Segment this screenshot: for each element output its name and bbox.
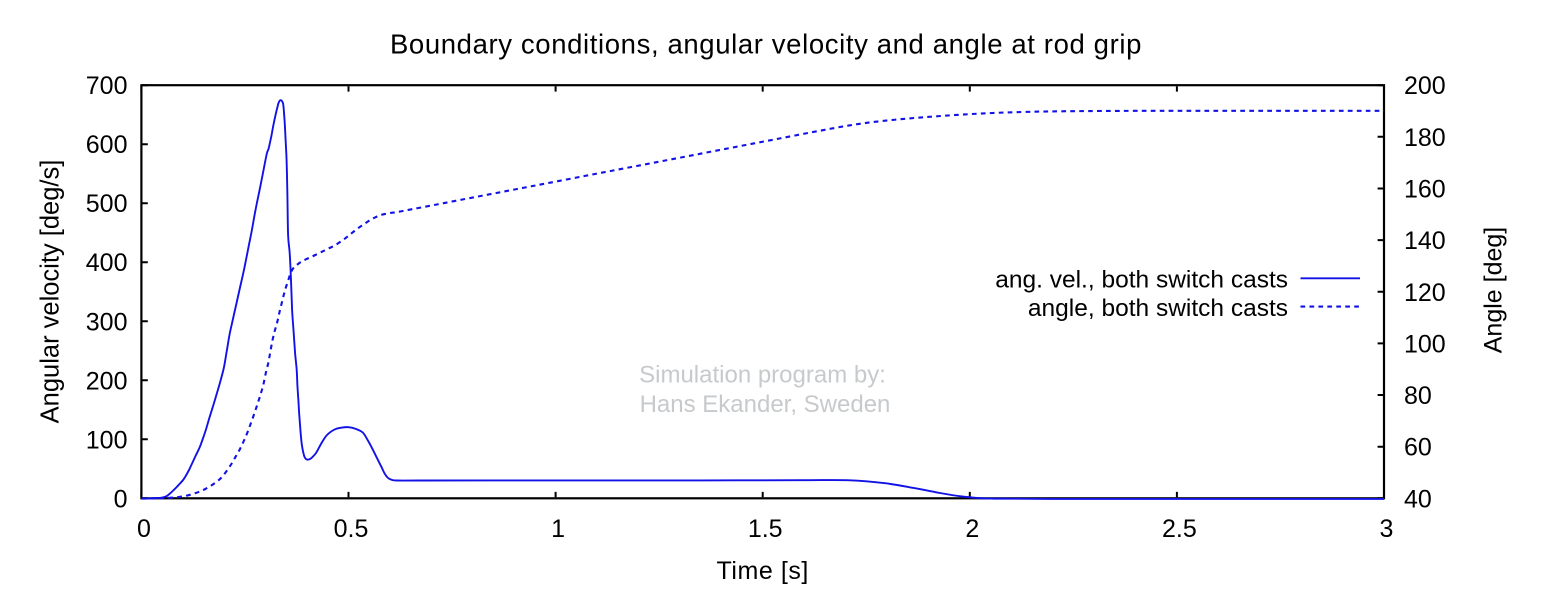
svg-text:1.5: 1.5 — [748, 515, 783, 543]
svg-text:2.5: 2.5 — [1162, 515, 1197, 543]
svg-text:angle, both switch casts: angle, both switch casts — [1028, 295, 1288, 322]
svg-text:300: 300 — [86, 308, 128, 336]
svg-text:Hans Ekander, Sweden: Hans Ekander, Sweden — [640, 391, 891, 418]
svg-text:0.5: 0.5 — [334, 515, 369, 543]
svg-text:3: 3 — [1380, 515, 1394, 543]
svg-text:Angular velocity [deg/s]: Angular velocity [deg/s] — [37, 160, 65, 424]
svg-text:180: 180 — [1404, 124, 1446, 152]
svg-text:2: 2 — [965, 515, 979, 543]
svg-text:Time [s]: Time [s] — [717, 557, 809, 585]
svg-text:40: 40 — [1404, 485, 1432, 513]
svg-text:0: 0 — [114, 485, 128, 513]
svg-text:140: 140 — [1404, 227, 1446, 255]
svg-text:1: 1 — [551, 515, 565, 543]
svg-text:Simulation program by:: Simulation program by: — [639, 362, 886, 389]
svg-text:120: 120 — [1404, 279, 1446, 307]
svg-text:80: 80 — [1404, 382, 1432, 410]
svg-text:0: 0 — [137, 515, 151, 543]
svg-text:200: 200 — [86, 367, 128, 395]
svg-text:ang. vel., both switch casts: ang. vel., both switch casts — [995, 267, 1288, 294]
svg-text:700: 700 — [86, 72, 128, 100]
svg-text:100: 100 — [86, 426, 128, 454]
svg-text:Boundary conditions, angular v: Boundary conditions, angular velocity an… — [390, 29, 1142, 60]
svg-text:200: 200 — [1404, 72, 1446, 100]
svg-text:600: 600 — [86, 131, 128, 159]
svg-text:60: 60 — [1404, 434, 1432, 462]
svg-text:Angle [deg]: Angle [deg] — [1480, 227, 1508, 354]
svg-text:100: 100 — [1404, 330, 1446, 358]
svg-text:400: 400 — [86, 249, 128, 277]
svg-text:160: 160 — [1404, 176, 1446, 204]
svg-text:500: 500 — [86, 190, 128, 218]
